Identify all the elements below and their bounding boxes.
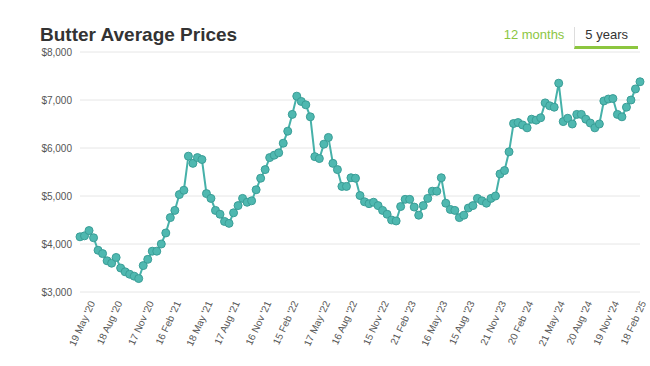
svg-text:$6,000: $6,000: [41, 143, 72, 154]
html-text:Butter Average Prices: Butter Average Prices: [40, 24, 238, 45]
svg-text:18 May '21: 18 May '21: [184, 299, 215, 348]
svg-text:16 Feb '21: 16 Feb '21: [153, 299, 183, 347]
svg-text:20 Aug '24: 20 Aug '24: [564, 299, 594, 347]
svg-text:15 Aug '23: 15 Aug '23: [447, 299, 477, 347]
svg-text:15 Feb '22: 15 Feb '22: [271, 299, 301, 347]
svg-text:18 Aug '20: 18 Aug '20: [95, 299, 125, 347]
svg-text:$8,000: $8,000: [41, 47, 72, 58]
html-text:5 years: 5 years: [585, 27, 628, 42]
svg-text:17 Nov '20: 17 Nov '20: [126, 299, 156, 347]
svg-text:$5,000: $5,000: [41, 191, 72, 202]
svg-text:16 Nov '21: 16 Nov '21: [243, 299, 273, 347]
svg-text:16 May '23: 16 May '23: [419, 299, 450, 348]
svg-text:21 May '24: 21 May '24: [536, 299, 567, 348]
svg-text:19 Nov '24: 19 Nov '24: [591, 299, 621, 347]
svg-text:17 Aug '21: 17 Aug '21: [212, 299, 242, 347]
svg-text:21 Feb '23: 21 Feb '23: [388, 299, 418, 347]
svg-text:$3,000: $3,000: [41, 287, 72, 298]
svg-text:20 Feb '24: 20 Feb '24: [506, 299, 536, 347]
svg-text:17 May '22: 17 May '22: [302, 299, 333, 348]
svg-text:21 Nov '23: 21 Nov '23: [478, 299, 508, 347]
svg-text:$7,000: $7,000: [41, 95, 72, 106]
svg-text:15 Nov '22: 15 Nov '22: [361, 299, 391, 347]
svg-text:$4,000: $4,000: [41, 239, 72, 250]
svg-text:19 May '20: 19 May '20: [67, 299, 98, 348]
svg-text:16 Aug '22: 16 Aug '22: [329, 299, 359, 347]
html-text:12 months: 12 months: [503, 27, 565, 42]
svg-text:18 Feb '25: 18 Feb '25: [618, 299, 642, 347]
